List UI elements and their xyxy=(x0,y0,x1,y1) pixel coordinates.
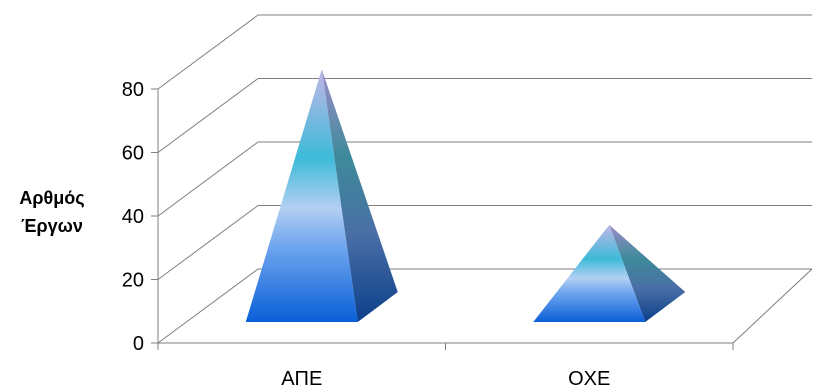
pyramid-front-face xyxy=(245,69,358,322)
y-axis-title-line-1: Αρθμός xyxy=(19,188,85,208)
y-axis-title: Αρθμός Έργων xyxy=(4,184,100,240)
x-tick-label: ΑΠΕ xyxy=(281,368,322,388)
y-axis-title-line-2: Έργων xyxy=(21,216,83,236)
pyramid-side-face xyxy=(609,224,686,322)
pyramid-bar xyxy=(533,224,686,322)
y-tick-label: 20 xyxy=(122,270,144,292)
axis-layer xyxy=(151,88,813,350)
grid-depth-line xyxy=(157,141,259,217)
grid-depth-line xyxy=(157,268,259,344)
pyramid-front-face xyxy=(533,224,646,322)
grid-depth-line xyxy=(157,14,259,90)
y-tick-label: 60 xyxy=(122,143,144,165)
x-tick-label: ΟΧΕ xyxy=(568,368,610,388)
pyramid-side-face xyxy=(321,69,398,322)
bars-layer xyxy=(245,69,686,322)
pyramid-bar xyxy=(245,69,398,322)
ticks-layer: 0 20 40 60 80 ΑΠΕ ΟΧΕ xyxy=(122,79,611,388)
y-tick-label: 0 xyxy=(133,333,144,355)
y-tick-label: 80 xyxy=(122,79,144,101)
grid-depth-line xyxy=(157,78,259,153)
grid-depth-line xyxy=(157,205,259,280)
floor-right-edge xyxy=(732,268,813,344)
y-tick-label: 40 xyxy=(122,206,144,228)
